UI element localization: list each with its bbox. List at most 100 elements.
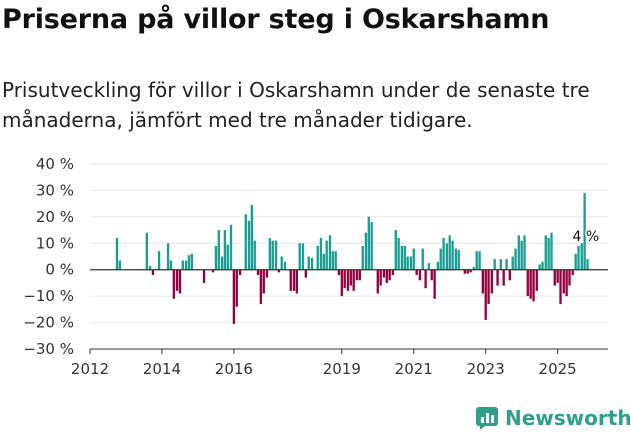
y-tick-label: −20 % <box>23 314 74 332</box>
chart-subtitle: Prisutveckling för villor i Oskarshamn u… <box>2 78 590 132</box>
bar <box>322 253 325 270</box>
bar <box>358 269 361 281</box>
bar <box>289 269 292 291</box>
bar <box>400 245 404 270</box>
bar <box>346 269 350 291</box>
bar <box>343 269 346 289</box>
bar <box>298 243 301 270</box>
bar <box>553 269 556 286</box>
bar <box>178 269 182 294</box>
bar <box>532 269 535 302</box>
bar <box>292 269 296 291</box>
y-tick-label: 10 % <box>36 234 74 252</box>
bar <box>229 224 233 270</box>
bar <box>541 261 544 270</box>
bar <box>340 269 343 297</box>
bar <box>475 251 478 270</box>
y-tick-label: 20 % <box>36 208 74 226</box>
bar <box>415 269 418 275</box>
bar <box>586 259 589 270</box>
bar <box>481 269 484 294</box>
bar <box>574 253 577 270</box>
bar <box>382 269 386 278</box>
bar <box>226 244 229 270</box>
bar <box>433 269 436 299</box>
bar <box>283 261 287 270</box>
bar <box>565 269 568 297</box>
bar <box>463 269 466 274</box>
bar <box>301 243 305 270</box>
bar <box>580 243 583 270</box>
bar <box>151 269 155 275</box>
bar <box>307 256 310 270</box>
bar <box>571 269 574 275</box>
bar <box>379 269 382 286</box>
bar <box>472 267 475 270</box>
bar <box>271 240 274 270</box>
bar <box>442 238 445 270</box>
brand-name: Newsworthy <box>505 406 631 430</box>
bar <box>220 256 224 270</box>
bar <box>448 235 451 270</box>
x-tick-label: 2023 <box>467 360 505 378</box>
bar <box>493 259 496 270</box>
bar <box>583 193 586 270</box>
bar <box>487 269 490 305</box>
bar <box>409 256 413 270</box>
bar <box>499 259 502 270</box>
bar <box>238 269 242 275</box>
y-tick-label: 0 % <box>45 261 74 279</box>
bar <box>529 269 532 299</box>
bar <box>202 269 206 283</box>
bar <box>568 269 571 286</box>
bar <box>355 269 359 281</box>
bar <box>148 265 152 270</box>
labels: −30 % −20 % −10 % 0 % 10 % 20 % 30 % 40 % 2012 20… <box>23 155 600 378</box>
bar <box>310 257 314 270</box>
bar <box>334 251 337 270</box>
bar <box>145 232 149 270</box>
bar <box>514 248 517 270</box>
bar <box>187 255 191 270</box>
bar <box>517 235 520 270</box>
bar <box>253 240 256 270</box>
bar <box>511 256 514 270</box>
bar <box>454 248 458 270</box>
bar <box>349 269 352 286</box>
bar <box>295 269 299 294</box>
bar <box>190 253 193 270</box>
x-tick-label: 2014 <box>143 360 181 378</box>
bar <box>439 248 442 270</box>
bar <box>223 230 227 270</box>
bar <box>484 269 487 320</box>
brand-logo: Newsworthy <box>476 406 631 430</box>
bar <box>331 251 334 270</box>
bar <box>427 263 431 270</box>
bar <box>157 251 161 270</box>
bar <box>370 222 373 270</box>
bar <box>277 269 281 273</box>
x-tick-label: 2019 <box>323 360 361 378</box>
bar <box>556 269 559 283</box>
bar <box>166 243 170 270</box>
bar <box>406 256 409 270</box>
x-tick-label: 2012 <box>71 360 109 378</box>
bar <box>526 269 529 297</box>
bar <box>523 235 526 270</box>
bar <box>361 245 364 270</box>
bar <box>412 248 415 270</box>
bar <box>397 238 400 270</box>
bar <box>325 240 328 270</box>
y-tick-label: −10 % <box>23 287 74 305</box>
bar <box>385 269 388 283</box>
bar <box>436 261 440 270</box>
bar <box>394 230 397 270</box>
bars <box>115 193 589 324</box>
bar <box>451 240 454 270</box>
bar <box>211 269 215 273</box>
bar <box>376 269 379 294</box>
bar <box>577 245 580 270</box>
bar <box>262 269 265 294</box>
bar <box>184 260 188 270</box>
bar <box>421 248 424 270</box>
